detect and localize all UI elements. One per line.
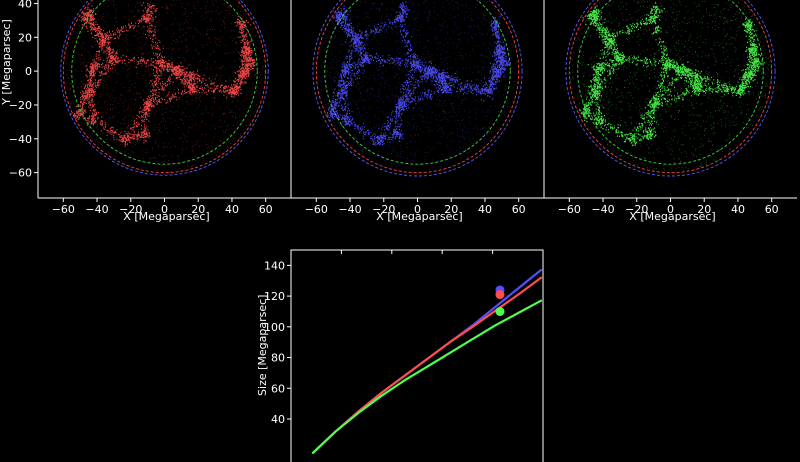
x-tick-label: 20 <box>697 203 711 216</box>
panel-green: −60 −40 −20 0 20 40 60 X [Megaparsec] <box>543 0 797 223</box>
x-tick-label: 20 <box>191 203 205 216</box>
x-tick-label: −40 <box>85 203 108 216</box>
y-tick-label: −60 <box>9 167 32 180</box>
ring-blue <box>60 0 269 176</box>
ring-green <box>577 0 764 165</box>
ring-green <box>71 0 258 165</box>
particle-field <box>565 0 776 177</box>
y-tick-label: 40 <box>18 0 32 10</box>
x-tick-label: 40 <box>225 203 239 216</box>
y-tick-label: 80 <box>271 352 285 365</box>
ring-red <box>62 0 267 174</box>
x-tick-label: 40 <box>731 203 745 216</box>
y-tick-label: 20 <box>18 31 32 44</box>
filament-particles <box>579 2 765 147</box>
x-tick-label: 20 <box>444 203 458 216</box>
x-tick-label: −20 <box>625 203 648 216</box>
x-tick-label: −60 <box>305 203 328 216</box>
particle-field <box>60 0 269 176</box>
series-marker-green <box>495 306 505 316</box>
ring-red <box>568 0 773 174</box>
x-tick-label: −40 <box>338 203 361 216</box>
ring-red <box>315 0 520 174</box>
x-tick-label: 0 <box>667 203 674 216</box>
x-tick-label: −20 <box>119 203 142 216</box>
background-particles <box>570 0 773 172</box>
ring-blue <box>312 0 523 177</box>
x-tick-label: 60 <box>512 203 526 216</box>
ring-green <box>324 0 511 165</box>
x-tick-label: 60 <box>765 203 779 216</box>
y-tick-label: 140 <box>264 259 285 272</box>
x-tick-label: −40 <box>591 203 614 216</box>
particle-field <box>312 0 523 177</box>
x-axis-label: X [Megaparsec] <box>629 210 715 223</box>
x-tick-label: −60 <box>558 203 581 216</box>
series-line-green <box>311 299 543 454</box>
x-tick-label: 40 <box>478 203 492 216</box>
x-tick-label: 0 <box>161 203 168 216</box>
panel-red: −60 −40 −20 0 20 40 60 −60 −40 −20 0 20 40 Y [Megapar… <box>0 0 291 223</box>
filament-particles <box>70 2 257 147</box>
ring-blue <box>565 0 776 177</box>
y-axis-label: Y [Megaparsec] <box>0 19 13 106</box>
y-tick-label: 40 <box>271 413 285 426</box>
x-tick-label: 60 <box>259 203 273 216</box>
x-tick-label: 0 <box>414 203 421 216</box>
y-tick-label: 120 <box>264 290 285 303</box>
size-growth-chart: 40 60 80 100 120 140 Size [Megaparsec] <box>256 249 544 462</box>
filament-particles <box>324 1 512 146</box>
y-tick-label: −20 <box>9 99 32 112</box>
x-axis-label: X [Megaparsec] <box>376 210 462 223</box>
x-tick-label: −60 <box>52 203 75 216</box>
y-tick-label: 0 <box>25 65 32 78</box>
plot-frame <box>290 249 544 462</box>
y-tick-label: 100 <box>264 321 285 334</box>
series-line-blue <box>311 268 543 454</box>
y-tick-label: −40 <box>9 133 32 146</box>
panel-blue: −60 −40 −20 0 20 40 60 X [Megaparsec] <box>290 0 544 223</box>
x-axis-label: X [Megaparsec] <box>123 210 209 223</box>
y-tick-label: 60 <box>271 382 285 395</box>
background-particles <box>316 0 519 170</box>
series-marker-red <box>495 290 505 300</box>
series-line-red <box>311 276 543 454</box>
y-axis-label: Size [Megaparsec] <box>256 295 269 396</box>
x-tick-label: −20 <box>372 203 395 216</box>
